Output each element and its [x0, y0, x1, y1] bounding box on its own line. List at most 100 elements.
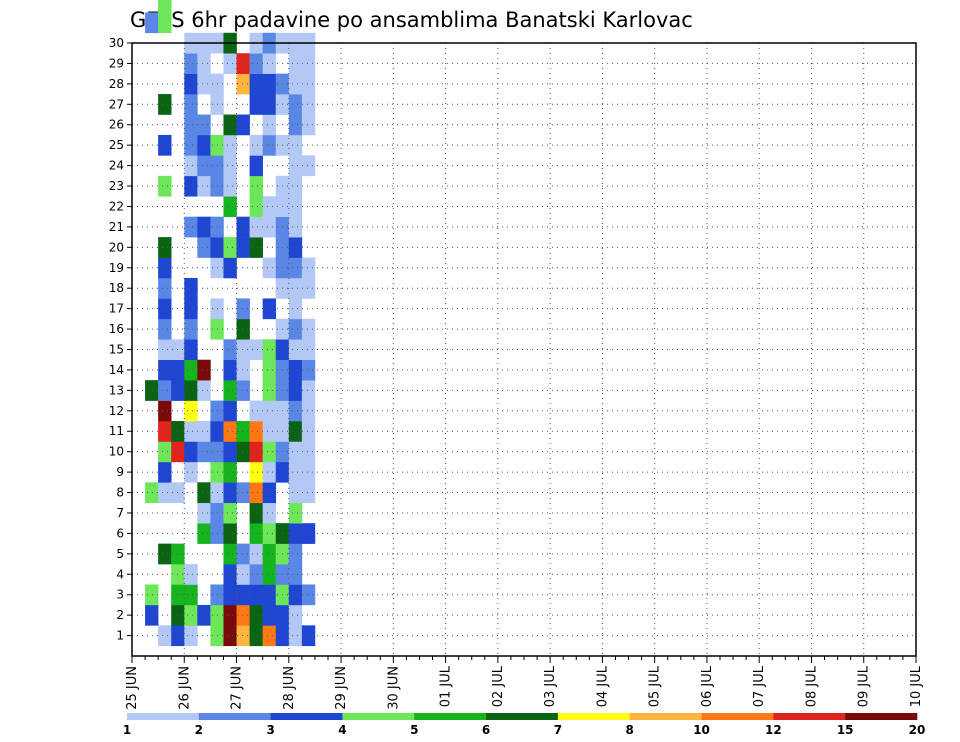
y-axis-ticks: 1234567891011121314151617181920212223242… — [109, 36, 132, 643]
heatmap-cell — [288, 134, 303, 156]
legend-swatch — [486, 713, 559, 720]
legend-label: 15 — [837, 723, 854, 737]
heatmap-cell — [301, 625, 316, 647]
heatmap-cell — [301, 359, 316, 381]
y-tick-label: 25 — [109, 138, 124, 152]
heatmap-cell — [158, 134, 172, 156]
heatmap-cell — [184, 461, 198, 483]
heatmap-cell — [236, 584, 250, 606]
x-date-label: 10 JUL — [909, 665, 924, 707]
heatmap-cell — [223, 523, 237, 544]
heatmap-cell — [262, 134, 277, 156]
y-tick-label: 28 — [109, 77, 124, 91]
legend-swatch — [127, 713, 200, 720]
heatmap-cell — [249, 134, 263, 156]
heatmap-cell — [262, 339, 277, 361]
heatmap-cell — [158, 237, 172, 258]
heatmap-cell — [288, 114, 303, 136]
heatmap-cell — [301, 400, 316, 422]
heatmap-cell — [184, 53, 198, 74]
heatmap-cell — [288, 502, 303, 524]
x-date-label: 30 JUN — [386, 666, 401, 710]
heatmap-cell — [301, 461, 316, 483]
heatmap-cell — [236, 625, 250, 647]
heatmap-cell — [249, 584, 263, 606]
y-tick-label: 11 — [109, 424, 124, 438]
y-tick-label: 3 — [116, 588, 124, 602]
heatmap-cell — [301, 523, 316, 544]
heatmap-cell — [184, 73, 198, 95]
heatmap-cell — [249, 155, 263, 177]
heatmap-cell — [236, 298, 250, 320]
y-tick-label: 26 — [109, 118, 124, 132]
x-date-label: 25 JUN — [125, 666, 140, 710]
heatmap-cell — [288, 564, 303, 585]
heatmap-cell — [158, 543, 172, 565]
heatmap-cell — [184, 318, 198, 340]
legend-swatch — [270, 713, 343, 720]
heatmap-cell — [158, 421, 172, 442]
heatmap-cell — [288, 421, 303, 442]
x-date-label: 27 JUN — [230, 666, 245, 710]
heatmap-cell — [262, 421, 277, 442]
x-date-label: 29 JUN — [334, 666, 349, 710]
x-date-label: 08 JUL — [804, 665, 819, 707]
y-tick-label: 14 — [109, 363, 124, 377]
heatmap-cell — [301, 441, 316, 463]
y-tick-label: 10 — [109, 445, 124, 459]
heatmap-cell — [197, 114, 211, 136]
heatmap-cell — [301, 114, 316, 136]
legend-label: 1 — [123, 723, 131, 737]
heatmap-cell — [288, 94, 303, 115]
legend-swatch — [773, 713, 846, 720]
heatmap-cell — [197, 441, 211, 463]
heatmap-cell — [262, 359, 277, 381]
heatmap-cell — [197, 53, 211, 74]
heatmap-cell — [288, 298, 303, 320]
y-tick-label: 30 — [109, 36, 124, 50]
heatmap-cell — [145, 482, 159, 504]
heatmap-cell — [249, 502, 263, 524]
heatmap-cell — [236, 73, 250, 95]
heatmap-cell — [184, 216, 198, 238]
y-tick-label: 9 — [116, 465, 124, 479]
heatmap-cell — [249, 523, 263, 544]
heatmap-cell — [236, 339, 250, 361]
y-tick-label: 2 — [116, 608, 124, 622]
heatmap-cell — [301, 73, 316, 95]
heatmap-cell — [197, 73, 211, 95]
heatmap-cell — [288, 277, 303, 299]
heatmap-cell — [301, 53, 316, 74]
x-date-label: 07 JUL — [752, 665, 767, 707]
heatmap-cell — [249, 73, 263, 95]
heatmap-cell — [184, 94, 198, 115]
y-tick-label: 22 — [109, 199, 124, 213]
heatmap-cell — [223, 502, 237, 524]
heatmap-cell — [184, 298, 198, 320]
heatmap-cell — [288, 196, 303, 217]
x-date-label: 04 JUL — [595, 665, 610, 707]
heatmap-cell — [197, 237, 211, 258]
heatmap-cell — [158, 482, 172, 504]
heatmap-cell — [158, 461, 172, 483]
heatmap-cell — [236, 216, 250, 238]
y-tick-label: 19 — [109, 261, 124, 275]
legend-label: 5 — [410, 723, 418, 737]
heatmap-cell — [197, 482, 211, 504]
heatmap-cell — [145, 604, 159, 626]
legend-swatch — [342, 713, 415, 720]
heatmap-cell — [158, 12, 172, 34]
heatmap-cell — [288, 237, 303, 258]
heatmap-cell — [288, 604, 303, 626]
heatmap-cell — [262, 564, 277, 585]
heatmap-cell — [249, 604, 263, 626]
heatmap-cell — [262, 216, 277, 238]
heatmap-cell — [184, 175, 198, 197]
heatmap-cell — [197, 175, 211, 197]
heatmap-cell — [223, 196, 237, 217]
heatmap-cell — [158, 318, 172, 340]
heatmap-cell — [288, 584, 303, 606]
heatmap-cell — [184, 584, 198, 606]
x-date-label: 06 JUL — [700, 665, 715, 707]
y-tick-label: 16 — [109, 322, 124, 336]
